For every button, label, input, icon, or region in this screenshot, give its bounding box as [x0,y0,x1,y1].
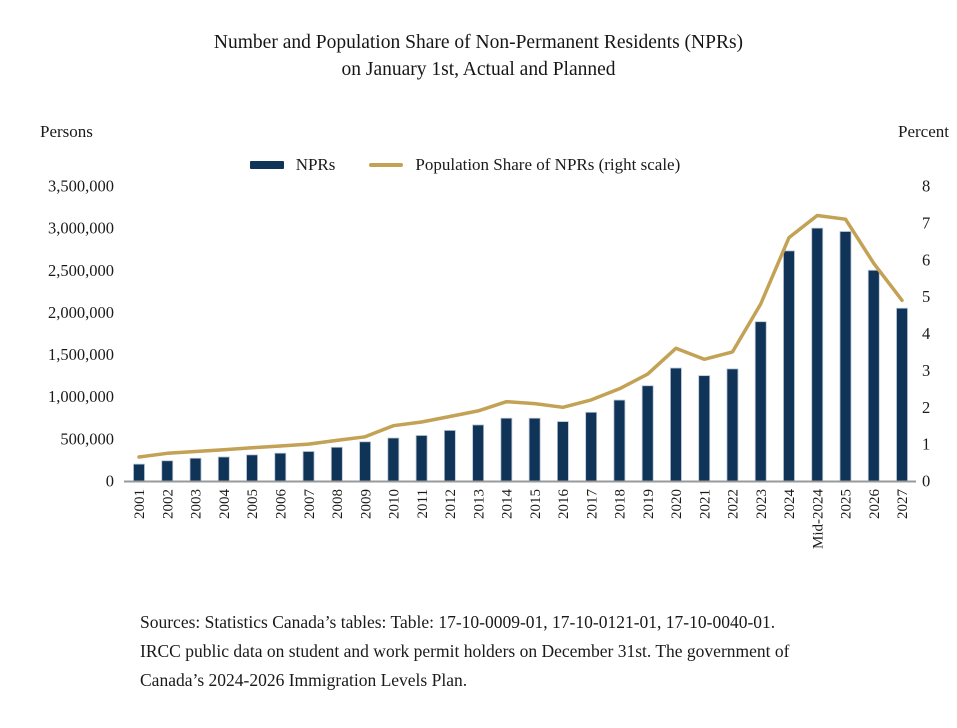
npr-bar-2019 [641,385,654,482]
left-axis-tick-label: 1,500,000 [48,345,114,364]
npr-bar-2011 [415,435,428,482]
npr-bar-2008 [330,446,343,482]
npr-bar-2020 [670,367,682,482]
npr-bar-2027 [896,307,908,482]
npr-bar-2007 [302,451,315,482]
x-tick-label-2003: 2003 [189,489,205,519]
npr-bar-2021 [698,375,711,482]
npr-bar-2004 [217,456,230,482]
x-tick-label-2014: 2014 [500,489,516,520]
population-share-line [137,213,904,459]
right-axis-tick-label: 6 [922,250,930,269]
x-tick-label-2006: 2006 [274,489,290,520]
x-tick-label-Mid-2024: Mid-2024 [810,489,826,550]
right-axis-tick-label: 3 [922,361,930,380]
left-axis-tick-label: 1,000,000 [48,387,114,406]
chart-title-line2: on January 1st, Actual and Planned [341,58,616,80]
npr-bar-2022 [726,368,739,482]
legend: NPRs Population Share of NPRs (right sca… [0,155,930,175]
chart-title: Number and Population Share of Non-Perma… [0,30,957,84]
npr-bar-Mid-2024 [811,227,824,482]
source-note-line2: IRCC public data on student and work per… [140,641,790,662]
source-note: Sources: Statistics Canada’s tables: Tab… [140,608,860,695]
x-tick-label-2016: 2016 [556,489,572,520]
left-axis-unit-label: Persons [40,122,93,141]
npr-bar-2024 [783,250,795,482]
npr-bar-2012 [443,430,456,482]
npr-bar-2005 [246,454,258,482]
x-tick-label-2011: 2011 [415,489,431,518]
x-tick-label-2017: 2017 [584,489,600,520]
right-axis-tick-label: 1 [922,435,930,454]
chart-title-line1: Number and Population Share of Non-Perma… [213,32,744,53]
npr-bar-2006 [274,452,287,482]
x-tick-label-2005: 2005 [245,489,261,519]
npr-bar-2001 [133,463,145,482]
npr-bar-2025 [839,231,852,482]
x-tick-label-2020: 2020 [669,489,685,519]
npr-bar-2010 [387,437,400,482]
x-tick-label-2012: 2012 [443,489,459,519]
source-note-line3: Canada’s 2024-2026 Immigration Levels Pl… [140,670,468,691]
npr-bar-2026 [867,269,880,482]
x-tick-label-2024: 2024 [782,489,798,520]
npr-bar-2017 [585,411,598,482]
x-tick-label-2021: 2021 [697,489,713,519]
x-tick-label-2022: 2022 [726,489,742,519]
right-axis-tick-label: 0 [922,472,930,491]
npr-bar-2013 [472,424,485,482]
x-tick-label-2026: 2026 [867,489,883,520]
x-tick-label-2015: 2015 [528,489,544,519]
right-axis-tick-label: 8 [922,177,930,196]
left-axis-tick-label: 500,000 [60,429,114,448]
right-axis-tick-label: 2 [922,398,930,417]
x-tick-label-2009: 2009 [358,489,374,519]
share-line-swatch-icon [369,163,404,167]
legend-label-share: Population Share of NPRs (right scale) [415,155,681,174]
x-tick-label-2023: 2023 [754,489,770,519]
x-tick-label-2027: 2027 [895,489,911,520]
right-axis-tick-label: 5 [922,287,930,306]
left-axis-tick-label: 2,000,000 [48,303,114,322]
x-tick-label-2004: 2004 [217,489,233,520]
right-axis-unit-label: Percent [898,122,949,141]
x-tick-label-2008: 2008 [330,489,346,519]
left-axis-tick-label: 0 [106,472,114,491]
nprs-bar-swatch-icon [249,161,284,169]
legend-label-nprs: NPRs [295,155,336,174]
legend-item-nprs: NPRs [249,155,336,175]
x-tick-label-2018: 2018 [613,489,629,519]
chart-svg: 0 500,000 1,000,000 1,500,000 2,000,000 2,500… [48,177,930,550]
right-axis-tick-label: 4 [922,324,930,343]
x-tick-label-2013: 2013 [471,489,487,519]
x-tick-label-2001: 2001 [132,489,148,519]
left-axis-tick-label: 2,500,000 [48,261,114,280]
npr-bar-2023 [754,321,767,482]
x-tick-label-2025: 2025 [839,489,855,519]
npr-bar-2016 [557,421,569,482]
right-axis-tick-label: 7 [922,213,930,232]
left-axis-tick-label: 3,000,000 [48,219,114,238]
npr-bar-2002 [161,460,174,482]
x-tick-label-2002: 2002 [160,489,176,519]
npr-bar-2009 [359,441,371,482]
x-tick-label-2010: 2010 [387,489,403,519]
source-note-line1: Sources: Statistics Canada’s tables: Tab… [140,612,776,632]
npr-bar-2014 [500,417,513,482]
left-axis-tick-label: 3,500,000 [48,177,114,196]
x-tick-label-2019: 2019 [641,489,657,519]
npr-bar-2015 [528,417,541,482]
legend-item-share: Population Share of NPRs (right scale) [369,155,680,175]
npr-bar-2003 [189,457,202,482]
npr-bar-2018 [613,399,626,482]
x-tick-label-2007: 2007 [302,489,318,520]
